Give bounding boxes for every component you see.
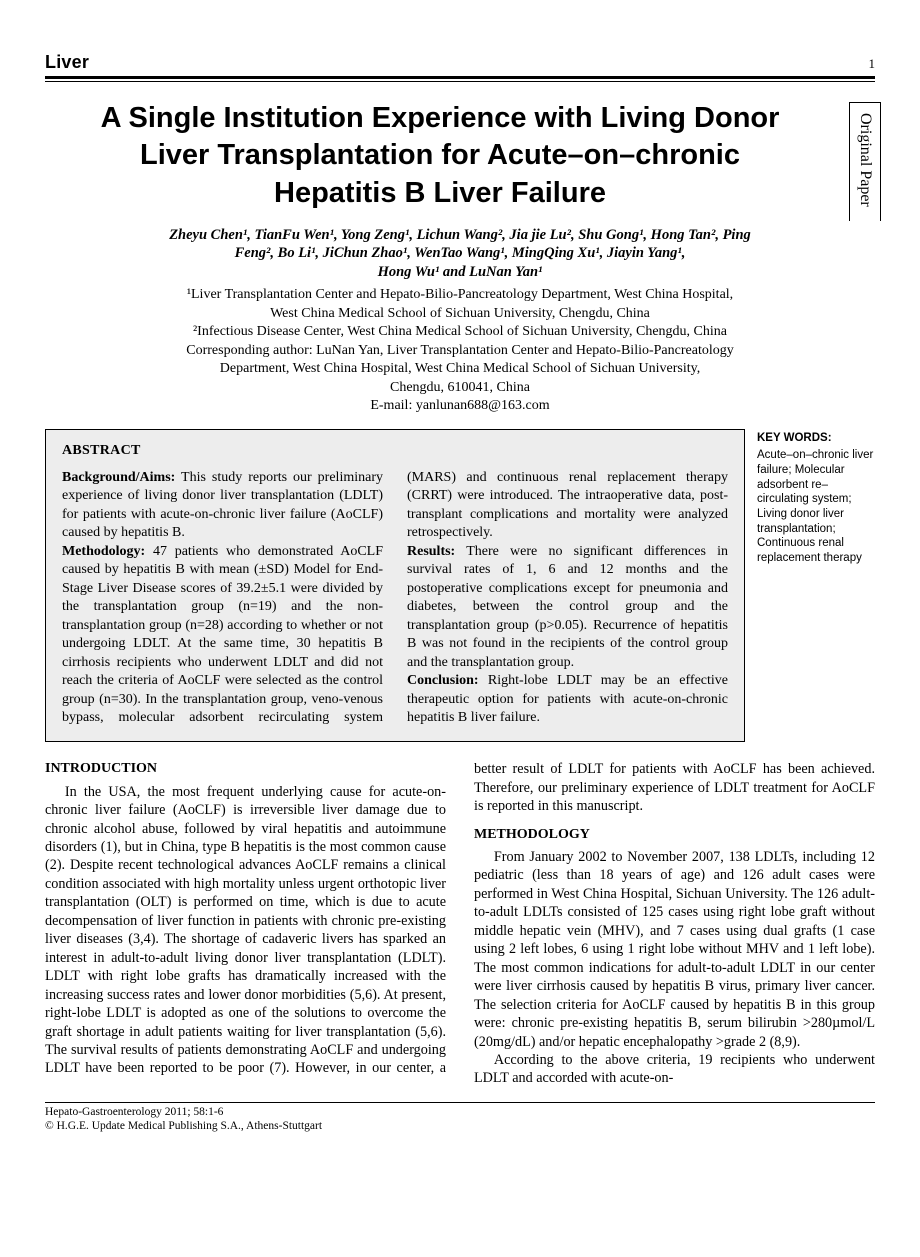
- side-tab-label: Original Paper: [849, 102, 881, 221]
- abstract-text: Background/Aims: This study reports our …: [62, 470, 728, 725]
- affil-line3: ²Infectious Disease Center, West China M…: [65, 323, 855, 341]
- authors-line3: Hong Wu¹ and LuNan Yan¹: [69, 263, 851, 282]
- article-title-line3: Hepatitis B Liver Failure: [45, 175, 835, 212]
- affil-line1: ¹Liver Transplantation Center and Hepato…: [65, 286, 855, 304]
- title-block: A Single Institution Experience with Liv…: [45, 100, 875, 211]
- con-label: Conclusion:: [407, 673, 479, 688]
- affil-line7: E-mail: yanlunan688@163.com: [65, 397, 855, 415]
- article-title-line1: A Single Institution Experience with Liv…: [45, 100, 835, 137]
- methodology-heading: METHODOLOGY: [474, 826, 875, 844]
- methodology-p2: According to the above criteria, 19 reci…: [474, 1051, 875, 1088]
- bg-label: Background/Aims:: [62, 470, 175, 485]
- affil-line4: Corresponding author: LuNan Yan, Liver T…: [65, 342, 855, 360]
- keywords-text: Acute–on–chronic liver failure; Molecula…: [757, 448, 875, 566]
- affiliations: ¹Liver Transplantation Center and Hepato…: [45, 286, 875, 415]
- abstract-row: ABSTRACT Background/Aims: This study rep…: [45, 429, 875, 742]
- methodology-p1: From January 2002 to November 2007, 138 …: [474, 848, 875, 1051]
- abstract-box: ABSTRACT Background/Aims: This study rep…: [45, 429, 745, 742]
- footer-copyright: © H.G.E. Update Medical Publishing S.A.,…: [45, 1119, 875, 1133]
- keywords-heading: KEY WORDS:: [757, 431, 875, 446]
- footer: Hepato-Gastroenterology 2011; 58:1-6 © H…: [45, 1102, 875, 1134]
- header-rule: [45, 81, 875, 82]
- affil-line5: Department, West China Hospital, West Ch…: [65, 360, 855, 378]
- intro-heading: INTRODUCTION: [45, 760, 446, 778]
- abstract-columns: Background/Aims: This study reports our …: [62, 469, 728, 728]
- authors: Zheyu Chen¹, TianFu Wen¹, Yong Zeng¹, Li…: [45, 226, 875, 283]
- abstract-heading: ABSTRACT: [62, 442, 728, 460]
- res-text: There were no significant differences in…: [407, 544, 728, 670]
- header-block: Original Paper A Single Institution Expe…: [45, 100, 875, 415]
- affil-line2: West China Medical School of Sichuan Uni…: [65, 305, 855, 323]
- authors-line1: Zheyu Chen¹, TianFu Wen¹, Yong Zeng¹, Li…: [69, 226, 851, 245]
- meth-label: Methodology:: [62, 544, 145, 559]
- section-label: Liver: [45, 50, 89, 74]
- article-title-line2: Liver Transplantation for Acute–on–chron…: [45, 137, 835, 174]
- footer-citation: Hepato-Gastroenterology 2011; 58:1-6: [45, 1105, 875, 1119]
- body-columns: INTRODUCTION In the USA, the most freque…: [45, 760, 875, 1087]
- running-head: Liver 1: [45, 50, 875, 79]
- keywords-column: KEY WORDS: Acute–on–chronic liver failur…: [757, 429, 875, 742]
- authors-line2: Feng², Bo Li¹, JiChun Zhao¹, WenTao Wang…: [69, 244, 851, 263]
- res-label: Results:: [407, 544, 455, 559]
- affil-line6: Chengdu, 610041, China: [65, 379, 855, 397]
- page-number: 1: [869, 55, 876, 73]
